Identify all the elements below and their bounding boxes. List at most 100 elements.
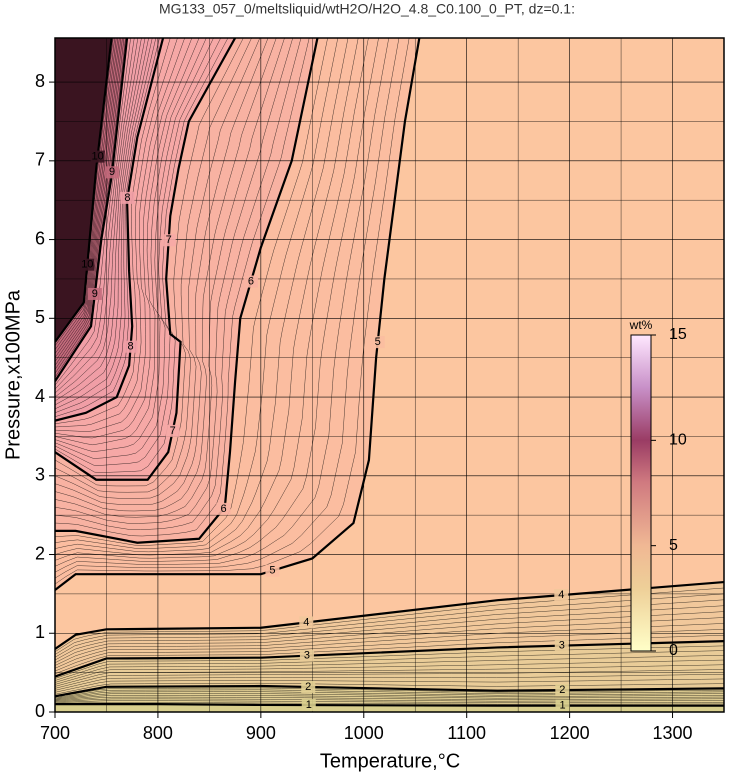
contour-label: 2 — [559, 684, 565, 696]
minor-contour — [55, 38, 185, 432]
minor-contour — [55, 38, 126, 378]
minor-contour — [55, 38, 142, 398]
minor-contour — [55, 38, 193, 439]
minor-contour — [55, 655, 724, 683]
minor-contour — [55, 691, 724, 699]
minor-contour — [55, 38, 119, 358]
contour-line — [55, 703, 724, 707]
minor-contour — [55, 599, 724, 658]
minor-contour — [55, 623, 724, 669]
x-tick-label: 900 — [246, 723, 276, 743]
contour-label: 5 — [269, 565, 275, 577]
contour-line — [55, 684, 724, 698]
plot-area — [55, 38, 724, 712]
contour-label: 5 — [375, 336, 381, 348]
minor-contour — [55, 38, 390, 573]
minor-contour — [55, 38, 369, 561]
minor-contour — [55, 669, 724, 689]
minor-contour — [55, 38, 146, 402]
minor-contour — [55, 38, 229, 473]
contour-line — [55, 38, 237, 481]
contour-label: 8 — [128, 341, 134, 353]
minor-contour — [55, 38, 221, 466]
contour-label-bg — [265, 564, 280, 577]
minor-contour — [55, 38, 122, 366]
contour-label-bg — [87, 287, 102, 300]
y-tick-label: 4 — [35, 386, 45, 406]
contour-label-bg — [370, 336, 385, 349]
contour-label-bg — [161, 234, 176, 247]
minor-contour — [55, 38, 139, 394]
contour-label: 10 — [81, 259, 93, 271]
axes: 700 800 900 1000 1100 1200 1300012345678wt%051… — [35, 37, 725, 743]
contour-label-bg — [301, 680, 316, 693]
colorbar-tick-label: 5 — [669, 537, 678, 554]
minor-contour — [55, 38, 178, 428]
minor-contour — [55, 38, 400, 579]
contour-label-bg — [554, 639, 569, 652]
x-tick-label: 1000 — [344, 723, 384, 743]
y-tick-label: 1 — [35, 622, 45, 642]
minor-contour — [55, 38, 131, 386]
contour-label: 6 — [248, 275, 254, 287]
y-tick-label: 0 — [35, 701, 45, 721]
minor-contour — [55, 687, 724, 698]
minor-contour — [55, 689, 724, 699]
minor-contour — [55, 38, 160, 417]
colorbar-label: wt% — [629, 318, 653, 332]
contour-label: 8 — [124, 192, 130, 204]
minor-contour — [55, 38, 120, 362]
minor-contour — [55, 38, 310, 537]
contour-line — [55, 38, 319, 544]
minor-contour — [55, 702, 724, 705]
minor-contour — [55, 38, 339, 549]
minor-contour — [55, 682, 724, 695]
minor-contour — [55, 700, 724, 703]
minor-contour — [55, 38, 328, 546]
contour-label: 2 — [305, 681, 311, 693]
minor-contour — [55, 659, 724, 685]
contour-line — [55, 580, 724, 650]
minor-contour — [55, 645, 724, 679]
minor-contour — [55, 634, 724, 675]
contour-line — [55, 38, 113, 343]
minor-contour — [55, 38, 379, 567]
contour-label: 7 — [166, 234, 172, 246]
contour-label: 1 — [306, 699, 312, 711]
minor-contour — [55, 593, 724, 655]
minor-contour — [55, 587, 724, 652]
contour-label-bg — [555, 684, 570, 697]
minor-contour — [55, 38, 252, 493]
contour-label: 3 — [304, 650, 310, 662]
contour-label-bg — [554, 589, 569, 602]
colorbar — [630, 334, 652, 652]
contour-label-bg — [80, 258, 95, 271]
minor-contour — [55, 38, 171, 425]
colorbar-tick-label: 15 — [669, 326, 687, 343]
contour-label: 9 — [109, 166, 115, 178]
minor-contour — [55, 38, 123, 370]
minor-contour — [55, 38, 277, 512]
x-axis-label: Temperature,°C — [320, 750, 460, 772]
contour-label-bg — [105, 166, 120, 179]
plot-frame — [54, 37, 725, 713]
contour-label: 1 — [559, 700, 565, 712]
minor-contour — [55, 38, 261, 499]
contour-label: 6 — [220, 503, 226, 515]
x-tick-label: 1100 — [447, 723, 486, 743]
y-tick-label: 6 — [35, 228, 45, 248]
chart-title: MG133_057_0/meltsliquid/wtH2O/H2O_4.8_C0… — [159, 1, 575, 17]
minor-contour — [55, 38, 125, 374]
minor-contour — [55, 38, 302, 531]
y-axis-label: Pressure,x100MPa — [2, 289, 24, 460]
contour-label-bg — [216, 502, 231, 515]
contour-label: 4 — [303, 616, 309, 628]
colorbar-tick-label: 10 — [669, 432, 687, 449]
x-tick-label: 1300 — [653, 723, 693, 743]
contour-label-bg — [555, 699, 570, 712]
minor-contour — [55, 38, 149, 406]
contour-line — [55, 38, 129, 382]
y-tick-label: 3 — [35, 465, 45, 485]
minor-contour — [55, 629, 724, 672]
